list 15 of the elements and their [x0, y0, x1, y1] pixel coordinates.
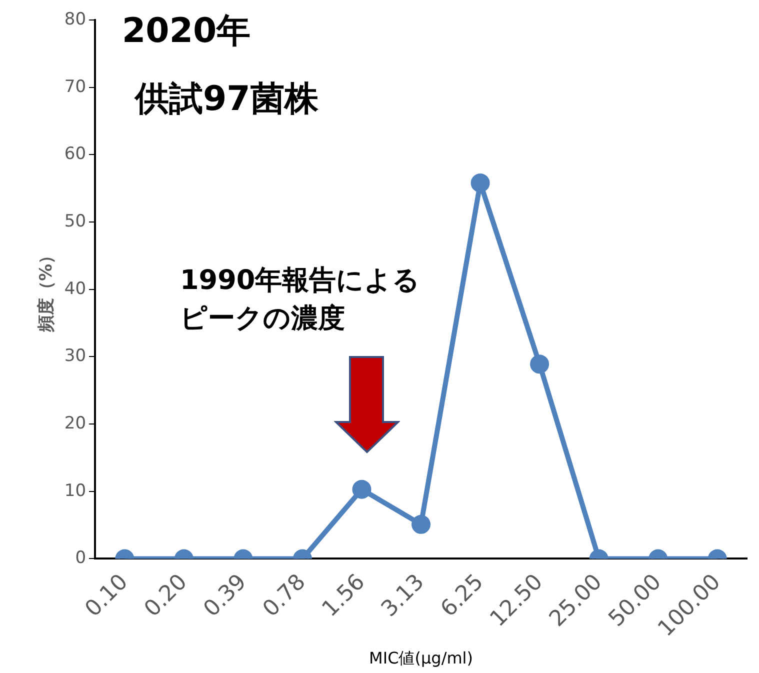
y-axis-title: 頻度（%）: [36, 246, 57, 333]
y-tick-label: 70: [64, 76, 86, 97]
y-tick-label: 80: [64, 9, 86, 30]
y-tick-label: 60: [64, 144, 86, 164]
y-tick-label: 50: [64, 211, 86, 232]
annotation: 1990年報告による: [180, 264, 420, 298]
chart-title: 2020年: [122, 10, 251, 53]
text: 供試97菌株: [135, 78, 318, 121]
annotation: ピークの濃度: [180, 302, 346, 336]
x-axis-title: MIC値(μg/ml): [369, 648, 473, 668]
y-tick-label: 20: [64, 413, 86, 434]
y-tick-label: 0: [75, 548, 86, 568]
y-tick-label: 10: [64, 480, 86, 501]
y-tick-label: 30: [64, 346, 86, 366]
y-tick-label: 40: [64, 278, 86, 299]
